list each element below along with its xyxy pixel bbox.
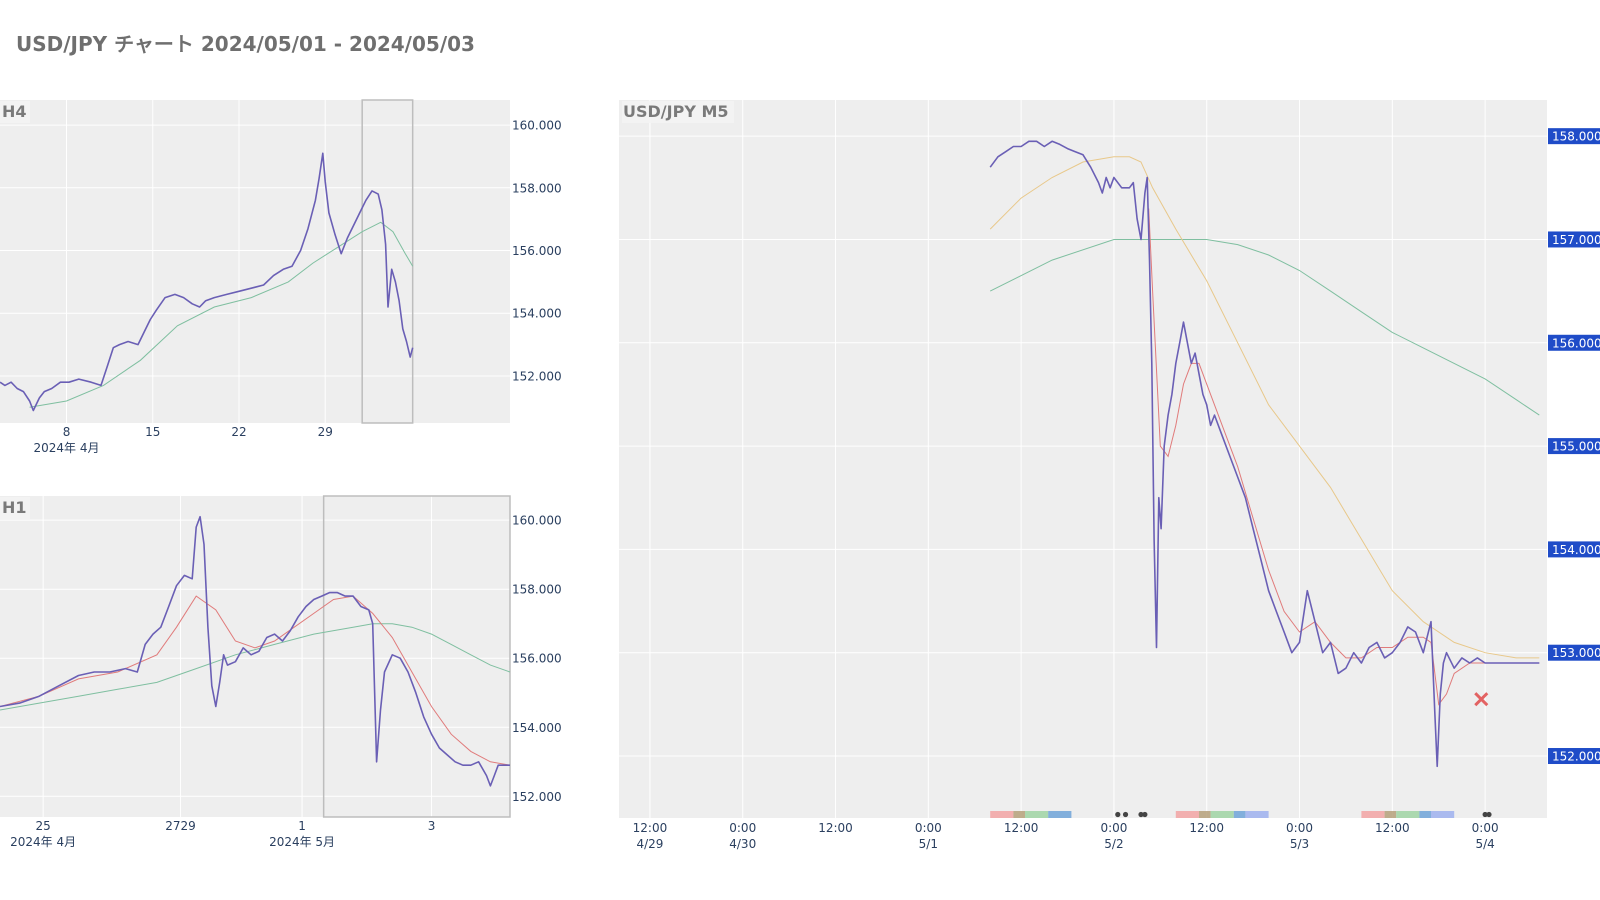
m5-session-bar [1233, 811, 1246, 818]
m5-ytick-label-bg [1548, 438, 1600, 455]
m5-session-bar [1199, 811, 1211, 818]
m5-session-bar [990, 811, 1014, 818]
m5-session-bar [1431, 811, 1455, 818]
h4-ytick-label: 156.000 [512, 244, 562, 258]
h4-xtick-sublabel: 2024年 4月 [34, 441, 100, 455]
m5-xtick-label: 0:00 [1100, 821, 1127, 835]
m5-session-dot [1142, 811, 1148, 818]
page-title: USD/JPY チャート 2024/05/01 - 2024/05/03 [16, 32, 475, 56]
m5-plot-area [619, 100, 1547, 818]
h1-plot-area [0, 496, 510, 817]
m5-xtick-sublabel: 5/1 [919, 837, 938, 851]
m5-ma-mid-line [989, 156, 1540, 659]
m5-ytick-label-bg [1548, 748, 1600, 765]
m5-title-bg [622, 101, 734, 123]
m5-xtick-sublabel: 5/3 [1290, 837, 1309, 851]
m5-title: USD/JPY M5 [623, 102, 729, 121]
m5-session-bar [1384, 811, 1397, 818]
h4-title: H4 [2, 102, 27, 121]
h1-ytick-label: 158.000 [512, 583, 562, 597]
h4-highlight-range [361, 99, 414, 424]
m5-session-bar [1245, 811, 1269, 818]
h1-ytick-label: 154.000 [512, 721, 562, 735]
m5-ytick-label-bg [1548, 644, 1600, 661]
m5-ytick-label-bg [1548, 334, 1600, 351]
h1-xtick-sublabel: 2024年 5月 [269, 835, 335, 849]
m5-ytick-label: 154.000 [1552, 543, 1600, 557]
h1-ytick-label: 156.000 [512, 652, 562, 666]
h1-title-bg [0, 497, 30, 519]
h4-plot-area [0, 100, 510, 423]
m5-session-bar [1361, 811, 1385, 818]
h1-price-line [0, 515, 510, 787]
h1-xtick-label: 25 [36, 819, 51, 833]
h4-title-bg [0, 101, 30, 123]
m5-session-bar [1210, 811, 1234, 818]
h4-chart-panel: H4 152.000 154.000 156.000 158.000 160.000 8 20… [0, 99, 562, 455]
m5-ytick-label-bg [1548, 128, 1600, 145]
m5-session-dot [1482, 811, 1488, 818]
h1-ytick-label: 160.000 [512, 514, 562, 528]
m5-xtick-label: 0:00 [915, 821, 942, 835]
m5-xtick-label: 0:00 [1286, 821, 1313, 835]
m5-xtick-label: 12:00 [1375, 821, 1410, 835]
m5-xtick-label: 0:00 [729, 821, 756, 835]
m5-session-bar [1175, 811, 1199, 818]
m5-session-bar [1013, 811, 1025, 818]
m5-ytick-label: 155.000 [1552, 440, 1600, 454]
h4-ytick-label: 154.000 [512, 307, 562, 321]
m5-chart-panel: USD/JPY M5 152.000 153.000 154.000 155.000 15… [619, 100, 1600, 851]
h4-ma-long-line [29, 221, 414, 408]
m5-ytick-label: 158.000 [1552, 130, 1600, 144]
m5-xtick-label: 12:00 [633, 821, 668, 835]
h4-xtick-label: 15 [145, 425, 160, 439]
m5-ytick-label: 153.000 [1552, 646, 1600, 660]
h4-ytick-label: 152.000 [512, 369, 562, 383]
m5-ma-long-line [989, 239, 1540, 416]
m5-ytick-label: 152.000 [1552, 750, 1600, 764]
h4-ytick-label: 158.000 [512, 181, 562, 195]
m5-xtick-sublabel: 5/4 [1475, 837, 1494, 851]
h1-title: H1 [2, 498, 27, 517]
h1-chart-panel: H1 152.000 154.000 156.000 158.000 160.000 25 2… [0, 495, 562, 849]
m5-xtick-label: 0:00 [1472, 821, 1499, 835]
m5-xtick-sublabel: 5/2 [1104, 837, 1123, 851]
m5-xtick-label: 12:00 [1004, 821, 1039, 835]
m5-session-bar [1396, 811, 1420, 818]
m5-xtick-sublabel: 4/30 [729, 837, 756, 851]
h1-xtick-label: 2729 [165, 819, 196, 833]
m5-session-dot [1122, 811, 1129, 818]
h1-xtick-label: 1 [298, 819, 306, 833]
h1-xtick-sublabel: 2024年 4月 [10, 835, 76, 849]
h4-xtick-label: 22 [231, 425, 246, 439]
h4-price-line [0, 152, 414, 412]
m5-ytick-label: 156.000 [1552, 336, 1600, 350]
h1-ma-short-line [0, 595, 511, 766]
m5-session-dot [1486, 811, 1492, 818]
h1-xtick-label: 3 [428, 819, 436, 833]
h4-xtick-label: 29 [318, 425, 333, 439]
m5-trade-marker [1474, 692, 1489, 707]
m5-session-dot [1138, 811, 1144, 818]
m5-session-bar [1048, 811, 1072, 818]
m5-ytick-label: 157.000 [1552, 233, 1600, 247]
m5-ytick-label-bg [1548, 231, 1600, 248]
h1-ma-long-line [0, 623, 511, 711]
m5-price-line [989, 140, 1540, 768]
m5-xtick-sublabel: 4/29 [636, 837, 663, 851]
m5-session-bar [1025, 811, 1049, 818]
h1-highlight-range [322, 495, 511, 818]
m5-session-dot [1115, 811, 1121, 818]
h4-ytick-label: 160.000 [512, 119, 562, 133]
m5-ytick-label-bg [1548, 541, 1600, 558]
m5-session-bar [1419, 811, 1431, 818]
m5-xtick-label: 12:00 [818, 821, 853, 835]
h1-ytick-label: 152.000 [512, 790, 562, 804]
m5-xtick-label: 12:00 [1189, 821, 1224, 835]
h4-xtick-label: 8 [63, 425, 71, 439]
